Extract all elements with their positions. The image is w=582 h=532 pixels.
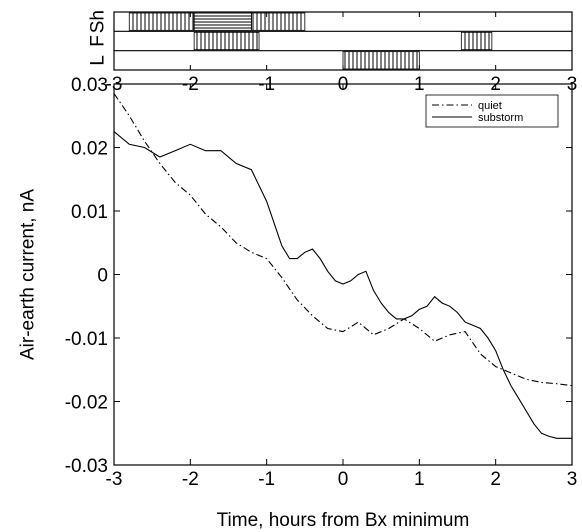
y-tick-label: 0.01 [71, 202, 108, 223]
y-tick-label: -0.03 [65, 456, 108, 477]
series-line-substorm [113, 131, 572, 439]
line-chart: -3 -2 -1 0 1 2 3 0.030.020.010-0.01-0.02-0.03 … [18, 75, 578, 531]
x-tick-label: 3 [567, 469, 578, 490]
series-line-quiet [113, 93, 573, 387]
y-tick-label: 0.03 [71, 75, 108, 96]
x-tick-label: -3 [106, 469, 123, 490]
row-label-F: F [88, 35, 109, 47]
row-label-L: L [88, 55, 109, 66]
interval-F-vertical [193, 31, 260, 51]
x-tick-label: 1 [414, 469, 425, 490]
interval-Sh-vertical [250, 12, 306, 31]
plot-frame [113, 83, 573, 466]
y-axis-label: Air-earth current, nA [18, 189, 39, 360]
legend-label-substorm: substorm [478, 112, 523, 124]
y-tick-label: 0.02 [71, 139, 108, 160]
interval-Sh-vertical [128, 12, 195, 31]
y-tick-label: -0.02 [65, 393, 108, 414]
x-tick-label: -2 [182, 469, 199, 490]
x-tick-label: -1 [258, 469, 275, 490]
interval-Sh-horizontal [193, 12, 252, 31]
x-tick-label: 0 [338, 469, 349, 490]
legend-label-quiet: quiet [478, 100, 502, 112]
row-label-Sh: Sh [88, 10, 109, 33]
legend-box [425, 94, 559, 128]
interval-F-vertical [460, 31, 493, 51]
y-tick-label: 0 [97, 266, 108, 287]
x-tick-label: 2 [490, 469, 501, 490]
y-tick-label: -0.01 [65, 329, 108, 350]
x-axis-label: Time, hours from Bx minimum [217, 510, 470, 531]
interval-L-vertical [342, 51, 420, 70]
